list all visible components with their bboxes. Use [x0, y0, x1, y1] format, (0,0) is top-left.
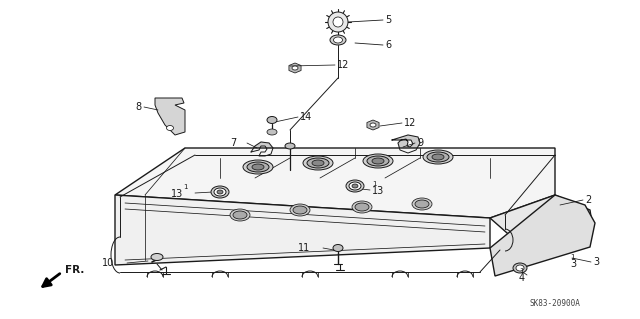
Text: 12: 12	[337, 60, 349, 70]
Text: 2: 2	[585, 195, 591, 205]
Ellipse shape	[285, 143, 295, 149]
Ellipse shape	[290, 204, 310, 216]
Ellipse shape	[352, 184, 358, 188]
Text: 12: 12	[404, 118, 417, 128]
Ellipse shape	[372, 158, 384, 164]
Text: SK83-20900A: SK83-20900A	[530, 299, 581, 308]
Ellipse shape	[151, 254, 163, 261]
Polygon shape	[155, 98, 185, 135]
Ellipse shape	[303, 156, 333, 170]
Text: 11: 11	[298, 243, 310, 253]
Ellipse shape	[355, 203, 369, 211]
Ellipse shape	[352, 201, 372, 213]
Polygon shape	[251, 142, 273, 156]
Ellipse shape	[349, 182, 361, 190]
Text: 13: 13	[372, 186, 384, 196]
Text: 3: 3	[593, 257, 599, 267]
Ellipse shape	[292, 66, 298, 70]
Text: 8: 8	[136, 102, 142, 112]
Text: 1: 1	[570, 254, 575, 260]
Polygon shape	[490, 195, 595, 276]
Text: 13: 13	[171, 189, 183, 199]
Ellipse shape	[330, 35, 346, 45]
Ellipse shape	[166, 125, 173, 130]
Ellipse shape	[412, 198, 432, 210]
Ellipse shape	[233, 211, 247, 219]
Ellipse shape	[328, 12, 348, 32]
Polygon shape	[115, 195, 490, 265]
Ellipse shape	[267, 116, 277, 123]
Ellipse shape	[370, 123, 376, 127]
Text: 6: 6	[385, 40, 391, 50]
Ellipse shape	[307, 158, 329, 168]
Polygon shape	[490, 195, 593, 248]
Text: 1: 1	[519, 268, 524, 274]
Text: 3: 3	[570, 259, 576, 269]
Ellipse shape	[432, 154, 444, 160]
Polygon shape	[367, 120, 379, 130]
Text: 10: 10	[102, 258, 114, 268]
Text: 9: 9	[417, 138, 423, 148]
Ellipse shape	[312, 160, 324, 166]
Ellipse shape	[333, 17, 343, 27]
Ellipse shape	[513, 263, 527, 273]
Text: 1: 1	[372, 181, 376, 187]
Ellipse shape	[211, 186, 229, 198]
Text: 4: 4	[519, 273, 525, 283]
Ellipse shape	[333, 37, 342, 43]
Ellipse shape	[217, 190, 223, 194]
Ellipse shape	[516, 265, 524, 271]
Ellipse shape	[214, 188, 226, 196]
Ellipse shape	[333, 244, 343, 251]
Ellipse shape	[230, 209, 250, 221]
Polygon shape	[289, 63, 301, 73]
Ellipse shape	[346, 180, 364, 192]
Text: 1: 1	[183, 184, 188, 190]
Text: 5: 5	[385, 15, 391, 25]
Text: 7: 7	[230, 138, 236, 148]
Ellipse shape	[293, 206, 307, 214]
Ellipse shape	[363, 154, 393, 168]
Ellipse shape	[267, 129, 277, 135]
Text: FR.: FR.	[65, 265, 84, 275]
Polygon shape	[392, 135, 420, 153]
Ellipse shape	[423, 150, 453, 164]
Ellipse shape	[415, 200, 429, 208]
Text: 14: 14	[300, 112, 312, 122]
Ellipse shape	[243, 160, 273, 174]
Polygon shape	[115, 148, 555, 218]
Ellipse shape	[427, 152, 449, 162]
Ellipse shape	[247, 162, 269, 172]
Ellipse shape	[252, 164, 264, 170]
Ellipse shape	[367, 156, 389, 166]
